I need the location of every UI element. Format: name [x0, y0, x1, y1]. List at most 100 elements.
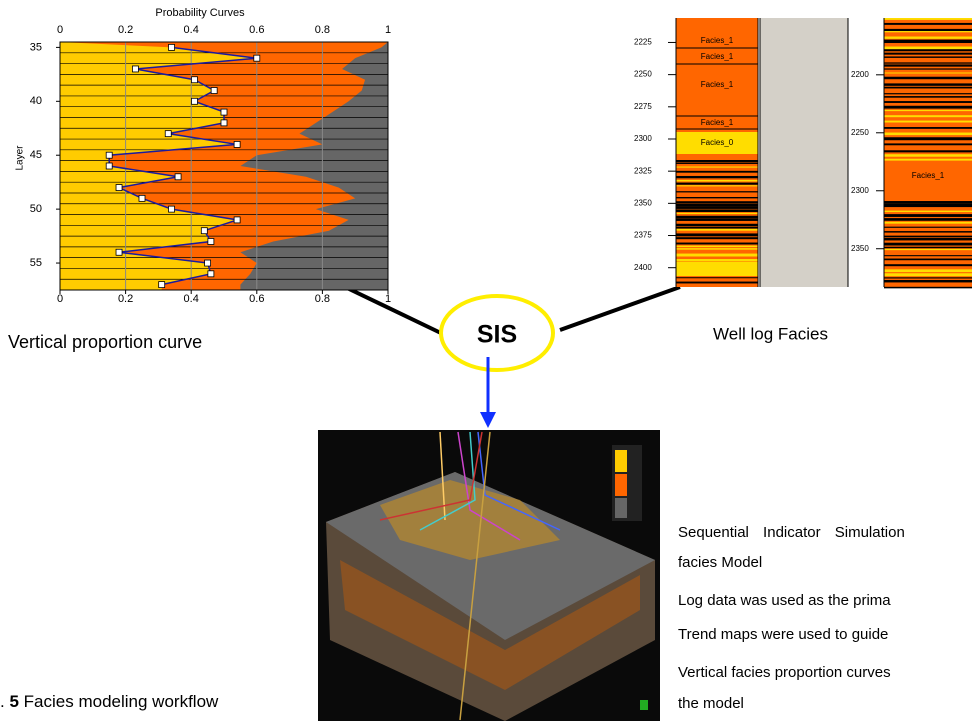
curve-marker — [254, 55, 260, 61]
model-3d — [318, 430, 660, 721]
depth-label: 2275 — [634, 102, 652, 111]
facies-label: Facies_1 — [701, 52, 734, 61]
description-line: Log data was used as the prima — [678, 592, 891, 609]
log-stripe — [884, 47, 972, 50]
log-stripe — [884, 133, 972, 136]
log-stripe — [884, 83, 972, 85]
log-stripe — [676, 259, 758, 261]
y-axis-label: Layer — [15, 145, 26, 171]
curve-marker — [106, 152, 112, 158]
curve-marker — [165, 131, 171, 137]
log-stripe — [676, 254, 758, 257]
x-tick-label-top: 0.6 — [249, 24, 264, 36]
connector — [345, 287, 445, 335]
log-stripe — [884, 62, 972, 63]
log-block — [676, 262, 758, 276]
log-stripe — [884, 255, 972, 256]
curve-marker — [175, 174, 181, 180]
log-stripe — [884, 205, 972, 207]
log-stripe — [676, 282, 758, 284]
facies-label: Facies_0 — [701, 138, 734, 147]
log-stripe — [676, 216, 758, 219]
log-stripe — [676, 176, 758, 178]
arrow-head — [480, 412, 496, 428]
log-stripe — [884, 214, 972, 217]
connector — [560, 287, 680, 330]
log-stripe — [884, 222, 972, 224]
well-log: Facies_1 Facies_1 Facies_1 Facies_1 Facies_0… — [632, 18, 972, 288]
log-stripe — [676, 229, 758, 231]
log-stripe — [884, 227, 972, 228]
facies-label: Facies_1 — [701, 80, 734, 89]
chart-title: Probability Curves — [155, 7, 245, 19]
depth-label: 2300 — [851, 186, 869, 195]
facies-label: Facies_1 — [912, 171, 945, 180]
caption: . 5 Facies modeling workflow — [0, 692, 219, 711]
log-stripe — [884, 37, 972, 39]
x-tick-label-bottom: 1 — [385, 293, 391, 305]
figure: SIS Vertical proportion curve Well log F… — [0, 0, 972, 721]
facies-label: Facies_1 — [701, 36, 734, 45]
log-stripe — [884, 96, 972, 98]
log-stripe — [676, 224, 758, 226]
log-stripe — [884, 110, 972, 111]
log-stripe — [884, 249, 972, 250]
legend-swatch — [615, 498, 627, 518]
log-stripe — [884, 42, 972, 43]
depth-label: 2325 — [634, 166, 652, 175]
log-stripe — [884, 23, 972, 25]
curve-marker — [208, 271, 214, 277]
curve-marker — [234, 141, 240, 147]
log-stripe — [884, 56, 972, 57]
curve-marker — [169, 206, 175, 212]
log-stripe — [676, 207, 758, 209]
log-stripe — [676, 160, 758, 162]
y-tick-label: 40 — [30, 95, 42, 107]
log-stripe — [884, 264, 972, 266]
page: SIS Vertical proportion curve Well log F… — [0, 0, 972, 721]
curve-marker — [169, 44, 175, 50]
x-tick-label-bottom: 0.4 — [184, 293, 199, 305]
curve-marker — [221, 120, 227, 126]
curve-marker — [201, 228, 207, 234]
log-stripe — [884, 127, 972, 129]
log-stripe — [676, 243, 758, 245]
depth-label: 2225 — [634, 38, 652, 47]
log-stripe — [884, 211, 972, 212]
log-stripe — [676, 171, 758, 173]
y-tick-label: 35 — [30, 41, 42, 53]
log-stripe — [676, 191, 758, 192]
log-stripe — [676, 183, 758, 185]
log-stripe — [884, 159, 972, 161]
depth-label: 2250 — [851, 128, 869, 137]
legend-swatch — [615, 450, 627, 472]
log-stripe — [676, 162, 758, 163]
probability-chart: Probability Curves000.20.20.40.40.60.60.… — [15, 7, 391, 305]
curve-marker — [159, 282, 165, 288]
log-stripe — [884, 137, 972, 140]
x-tick-label-bottom: 0.8 — [315, 293, 330, 305]
depth-label: 2250 — [634, 70, 652, 79]
right-track — [884, 18, 972, 287]
x-tick-label-top: 0.8 — [315, 24, 330, 36]
log-stripe — [884, 273, 972, 276]
depth-label: 2200 — [851, 70, 869, 79]
log-stripe — [884, 18, 972, 20]
log-stripe — [676, 219, 758, 221]
log-stripe — [884, 259, 972, 261]
log-stripe — [884, 64, 972, 66]
description-line: Sequential Indicator Simulation — [678, 524, 905, 541]
curve-marker — [116, 249, 122, 255]
depth-label: 2300 — [634, 134, 652, 143]
curve-marker — [106, 163, 112, 169]
x-tick-label-top: 0.2 — [118, 24, 133, 36]
curve-marker — [234, 217, 240, 223]
log-stripe — [884, 31, 972, 32]
log-stripe — [884, 87, 972, 89]
log-stripe — [884, 72, 972, 73]
legend-swatch — [615, 474, 627, 496]
y-tick-label: 50 — [30, 203, 42, 215]
log-stripe — [676, 248, 758, 250]
log-stripe — [884, 277, 972, 278]
log-stripe — [676, 277, 758, 278]
